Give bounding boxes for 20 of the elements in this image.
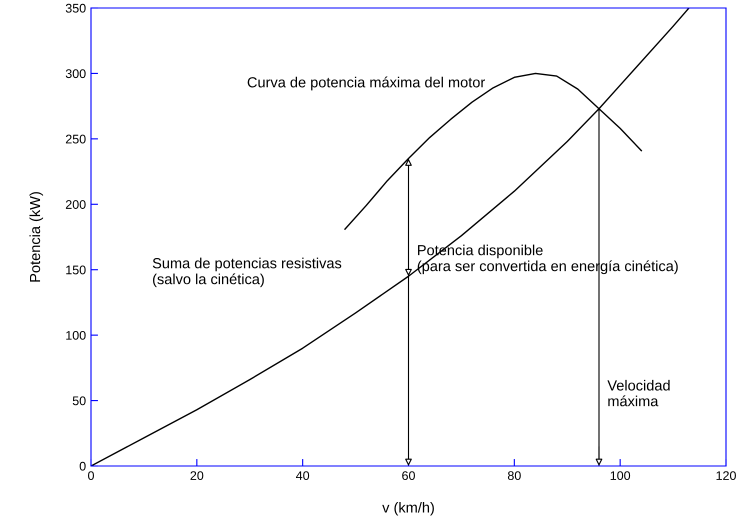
series-label: Curva de potencia máxima del motor	[248, 76, 485, 90]
y-tick-label: 150	[66, 266, 86, 274]
y-axis-title: Potencia (kW)	[29, 192, 44, 282]
y-tick-label: 50	[72, 396, 86, 406]
ref-line-label: Velocidad máxima	[607, 380, 670, 406]
y-tick-label: 250	[66, 134, 86, 144]
x-tick-label: 20	[190, 471, 204, 480]
text: Suma de potencias resistivas (salvo la cinética)	[152, 258, 342, 288]
x-tick-label: 0	[88, 471, 94, 480]
x-tick-label: 60	[402, 471, 415, 480]
x-tick-label: 120	[716, 471, 736, 480]
y-tick-label: 100	[66, 330, 86, 340]
y-tick-label: 300	[66, 69, 86, 78]
x-axis-title: v (km/h)	[382, 502, 434, 516]
x-tick-label: 100	[610, 471, 630, 480]
x-tick-label: 40	[296, 471, 310, 480]
x-tick-label: 80	[508, 471, 521, 480]
y-tick-label: 200	[66, 200, 86, 209]
y-tick-label: 0	[80, 462, 86, 471]
y-tick-label: 350	[66, 4, 86, 13]
